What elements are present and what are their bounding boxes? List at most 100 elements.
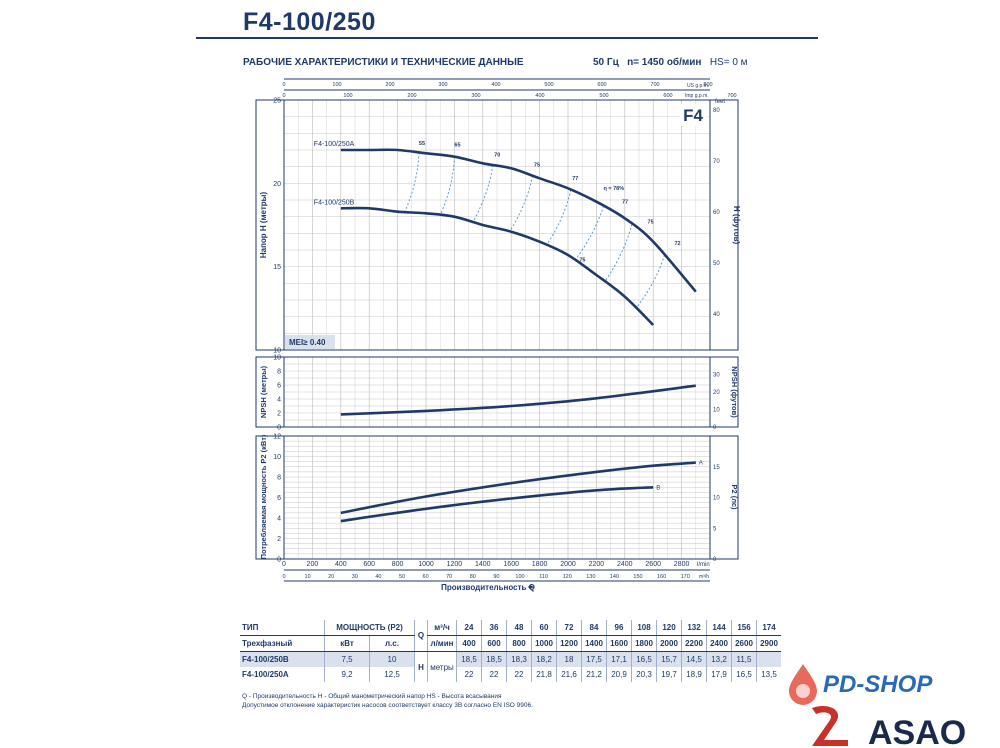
q-m3h-10: 144 xyxy=(706,620,732,636)
q-m3h-6: 96 xyxy=(606,620,632,636)
row-a-h-9: 18,9 xyxy=(681,667,707,682)
series-label-a: F4-100/250A xyxy=(314,141,355,148)
unit-m3h: м³/ч xyxy=(427,620,457,636)
efficiency-line xyxy=(509,175,533,232)
y-tick-label: 4 xyxy=(277,516,281,523)
top-us-tick-label: 700 xyxy=(650,82,659,88)
tick-labels: 1015202540506070800246810010203002468101… xyxy=(273,82,736,580)
power-curve-a xyxy=(340,461,696,515)
row-type-a: F4-100/250A xyxy=(242,670,289,679)
top-imp-tick-label: 700 xyxy=(727,93,736,99)
x-tick-label: 2400 xyxy=(617,561,633,568)
q-lmin-4: 1200 xyxy=(556,635,582,652)
npsh-y2-frame xyxy=(709,356,739,428)
y2-tick-label: 0 xyxy=(713,557,717,563)
x2-tick-label: 170 xyxy=(681,574,690,580)
efficiency-lines: 55 65 70 75 77 η = 78% 77 75 72 75 xyxy=(404,141,681,309)
row-b-h-7: 16,5 xyxy=(631,651,657,667)
top-imp-tick-label: 400 xyxy=(535,93,544,99)
efficiency-line xyxy=(546,189,572,246)
row-b-h-11: 11,5 xyxy=(731,651,757,667)
npsh-y2-label: NPSH (футов) xyxy=(730,366,739,418)
unit-hp: л.с. xyxy=(369,635,415,652)
q-lmin-9: 2200 xyxy=(681,635,707,652)
y-tick-label: 8 xyxy=(277,475,281,482)
row-b-hp: 10 xyxy=(369,651,415,667)
y-tick-label: 2 xyxy=(277,536,281,543)
row-a-h-6: 20,9 xyxy=(606,667,632,682)
x-unit-lmin: l/min xyxy=(697,562,710,568)
head-curve-a xyxy=(340,148,697,293)
npsh-y-frame xyxy=(255,356,285,428)
y2-tick-label: 80 xyxy=(713,108,720,114)
x2-tick-label: 130 xyxy=(586,574,595,580)
x2-tick-label: 30 xyxy=(352,574,358,580)
top-imp-tick-label: 300 xyxy=(471,93,480,99)
mei-label: MEI≥ 0.40 xyxy=(289,338,326,347)
row-b-h-4: 18 xyxy=(556,651,582,667)
efficiency-label: 65 xyxy=(454,143,460,149)
q-lmin-3: 1000 xyxy=(531,635,557,652)
q-m3h-9: 132 xyxy=(681,620,707,636)
y-tick-label: 10 xyxy=(273,348,281,355)
y2-tick-label: 10 xyxy=(713,496,720,502)
x2-tick-label: 140 xyxy=(610,574,619,580)
power-y-frame xyxy=(255,435,285,560)
efficiency-line xyxy=(574,205,604,261)
q-lmin-2: 800 xyxy=(506,635,532,652)
footnote-legend: Q - Производительность H - Общий маномет… xyxy=(242,693,502,700)
x2-tick-label: 70 xyxy=(446,574,452,580)
grid xyxy=(284,100,710,559)
efficiency-line xyxy=(604,224,633,282)
y-tick-label: 10 xyxy=(273,355,281,362)
y-tick-label: 10 xyxy=(273,454,281,461)
row-a-h-7: 20,3 xyxy=(631,667,657,682)
h-unit: метры xyxy=(427,651,457,682)
power-curve-b xyxy=(340,486,654,523)
row-b-h-6: 17,1 xyxy=(606,651,632,667)
row-b-h-2: 18,3 xyxy=(506,651,532,667)
row-a-h-8: 19,7 xyxy=(656,667,682,682)
x2-tick-label: 160 xyxy=(657,574,666,580)
top-imp-tick-label: 0 xyxy=(282,93,285,99)
x-tick-label: 400 xyxy=(335,561,347,568)
efficiency-label: 77 xyxy=(572,176,578,182)
row-b-h-1: 18,5 xyxy=(481,651,507,667)
q-m3h-7: 108 xyxy=(631,620,657,636)
row-a-h-11: 16,5 xyxy=(731,667,757,682)
x-axis-label: Производительность Q xyxy=(441,583,535,592)
asao-text: ASAO xyxy=(868,714,966,748)
top-us-tick-label: 800 xyxy=(703,82,712,88)
phase-label: Трехфазный xyxy=(240,635,325,652)
head-curve-b xyxy=(340,206,655,326)
x-tick-label: 2800 xyxy=(674,561,690,568)
top-unit-imp: Imp g.p.m. xyxy=(685,93,709,99)
efficiency-label: 75 xyxy=(579,258,585,264)
top-imp-tick-label: 500 xyxy=(599,93,608,99)
row-a-kw: 9,2 xyxy=(324,667,370,682)
row-b-h-9: 14,5 xyxy=(681,651,707,667)
row-a-h-1: 22 xyxy=(481,667,507,682)
y2-tick-label: 70 xyxy=(713,159,720,165)
y-tick-label: 12 xyxy=(273,434,281,441)
x2-tick-label: 90 xyxy=(493,574,499,580)
top-imp-tick-label: 200 xyxy=(407,93,416,99)
y-tick-label: 4 xyxy=(277,397,281,404)
top-us-tick-label: 600 xyxy=(597,82,606,88)
x2-tick-label: 40 xyxy=(375,574,381,580)
efficiency-line xyxy=(439,156,455,216)
x2-tick-label: 60 xyxy=(423,574,429,580)
row-b-h-10: 13,2 xyxy=(706,651,732,667)
y-tick-label: 6 xyxy=(277,495,281,502)
row-b-h-0: 18,5 xyxy=(456,651,482,667)
mei-box xyxy=(285,335,335,349)
col-q: Q xyxy=(414,620,428,652)
row-b-h-12 xyxy=(756,651,781,667)
x2-tick-label: 100 xyxy=(515,574,524,580)
top-us-tick-label: 200 xyxy=(385,82,394,88)
x2-tick-label: 10 xyxy=(305,574,311,580)
unit-lmin: л/мин xyxy=(427,635,457,652)
x2-tick-label: 0 xyxy=(282,574,285,580)
top-imp-tick-label: 600 xyxy=(663,93,672,99)
col-type: ТИП xyxy=(240,620,325,636)
